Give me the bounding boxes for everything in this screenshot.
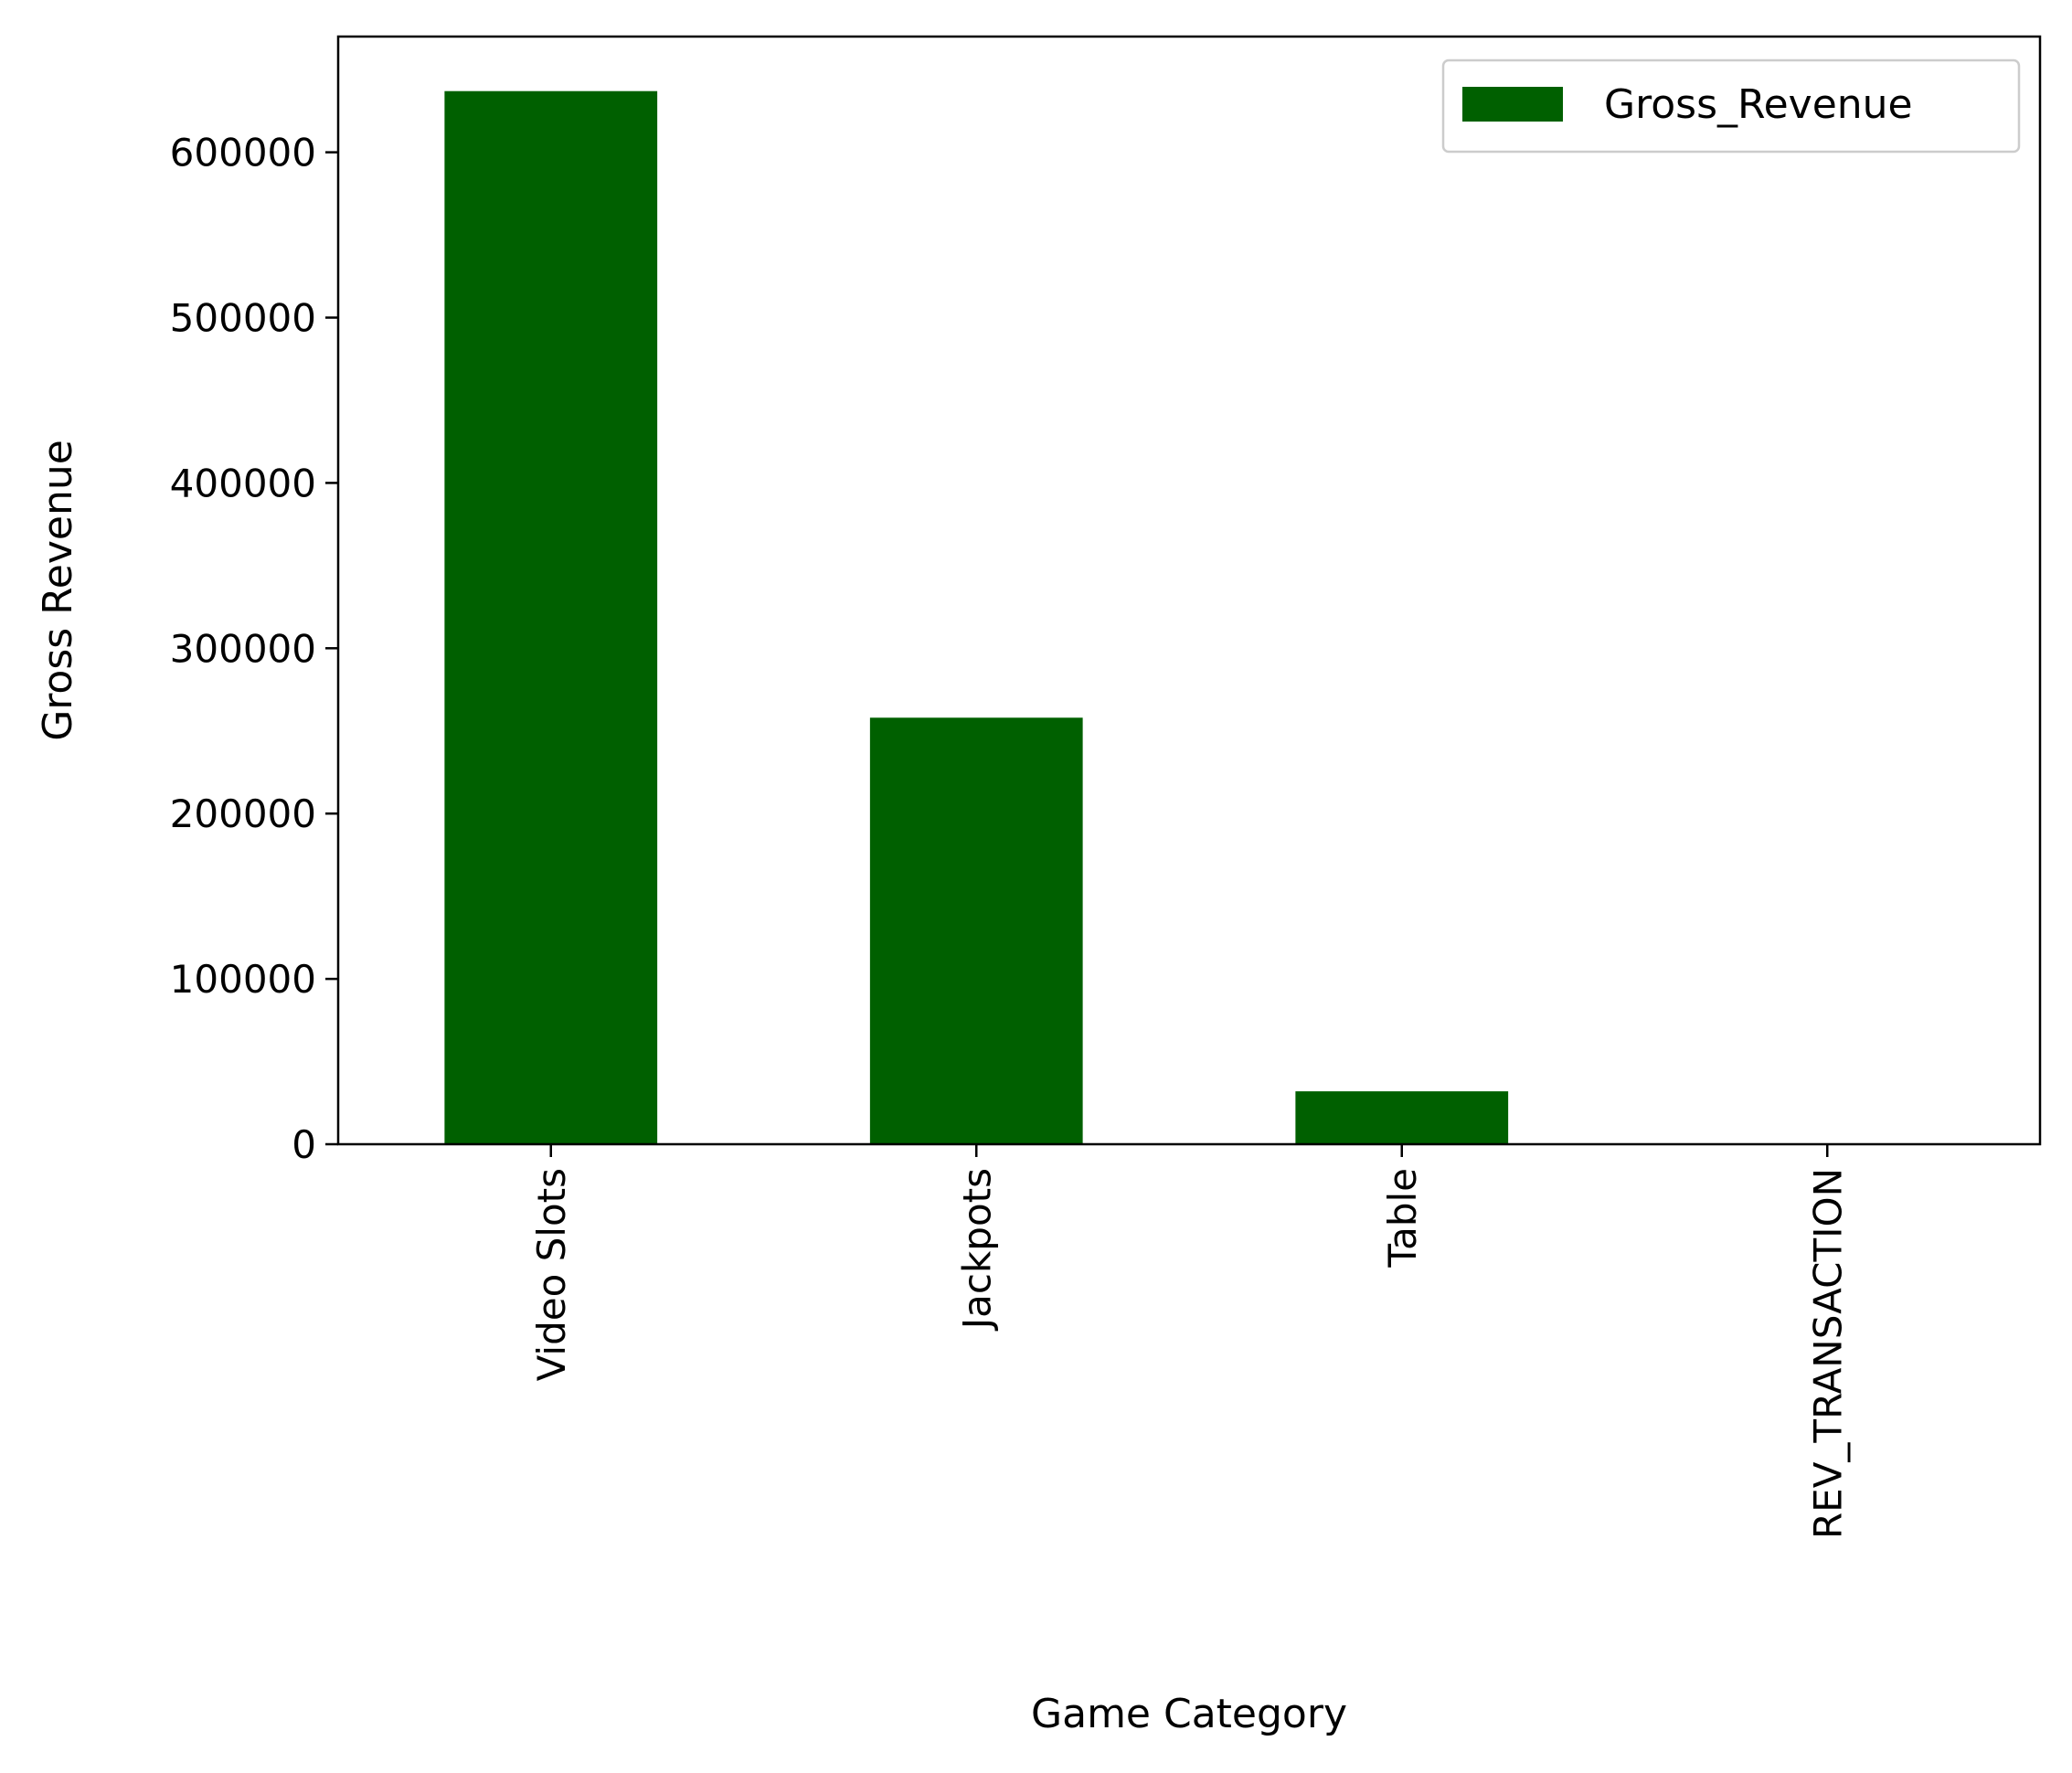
x-tick-label: Video Slots [529, 1168, 574, 1381]
bar-jackpots [869, 717, 1083, 1144]
x-tick-label: Jackpots [954, 1168, 999, 1332]
y-tick-label: 400000 [170, 461, 316, 505]
legend-label: Gross_Revenue [1604, 81, 1913, 128]
bars-group [444, 90, 1509, 1144]
legend: Gross_Revenue [1441, 58, 2021, 154]
y-tick-label: 300000 [170, 626, 316, 671]
y-ticks-group: 0 100000 200000 300000 400000 500000 600000 [170, 131, 338, 1167]
x-tick-label: Table [1380, 1168, 1425, 1269]
y-tick-label: 200000 [170, 791, 316, 836]
x-axis-label: Game Category [1031, 1691, 1347, 1737]
y-tick-label: 600000 [170, 131, 316, 175]
bar-table [1295, 1091, 1509, 1144]
x-tick-label: REV_TRANSACTION [1805, 1168, 1850, 1539]
bar-video-slots [444, 90, 658, 1144]
y-tick-label: 0 [292, 1122, 316, 1167]
y-tick-label: 500000 [170, 296, 316, 341]
y-tick-label: 100000 [170, 957, 316, 1002]
plot-frame [336, 35, 2042, 1146]
legend-swatch [1462, 87, 1563, 122]
legend-box [1441, 58, 2021, 154]
x-ticks-group: Video Slots Jackpots Table REV_TRANSACTION [529, 1144, 1850, 1539]
y-axis-label: Gross Revenue [35, 440, 81, 741]
